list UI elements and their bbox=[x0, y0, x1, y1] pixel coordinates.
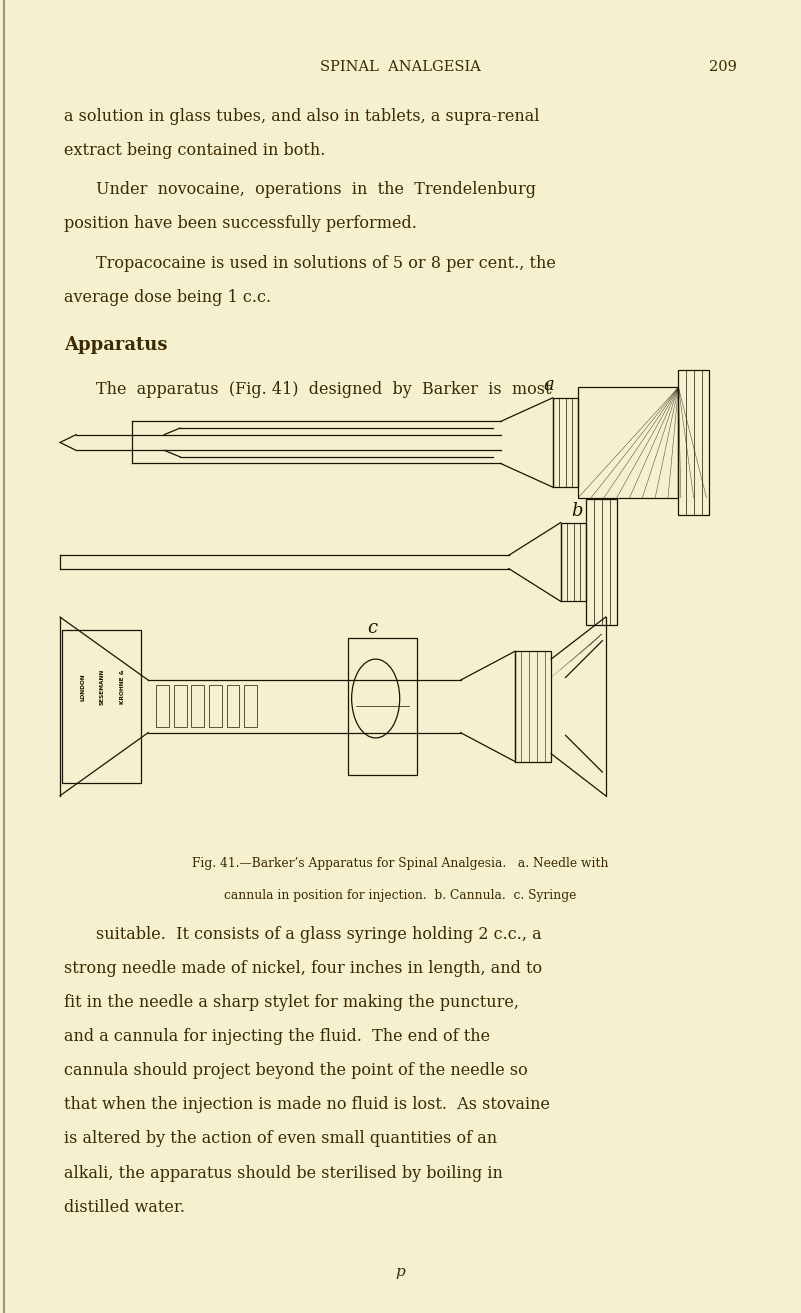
Text: b: b bbox=[571, 502, 582, 520]
Text: SESEMANN: SESEMANN bbox=[100, 668, 105, 705]
Text: cannula should project beyond the point of the needle so: cannula should project beyond the point … bbox=[64, 1062, 528, 1079]
Bar bbox=[209, 685, 222, 727]
Text: that when the injection is made no fluid is lost.  As stovaine: that when the injection is made no fluid… bbox=[64, 1096, 550, 1113]
Bar bbox=[348, 638, 417, 775]
Text: alkali, the apparatus should be sterilised by boiling in: alkali, the apparatus should be sterilis… bbox=[64, 1165, 503, 1182]
Text: Tropacocaine is used in solutions of 5 or 8 per cent., the: Tropacocaine is used in solutions of 5 o… bbox=[96, 255, 556, 272]
Bar bbox=[244, 685, 257, 727]
Text: The  apparatus  (Fig. 41)  designed  by  Barker  is  most: The apparatus (Fig. 41) designed by Bark… bbox=[96, 381, 552, 398]
Bar bbox=[156, 685, 169, 727]
Text: p: p bbox=[396, 1264, 405, 1279]
Text: a solution in glass tubes, and also in tablets, a supra-renal: a solution in glass tubes, and also in t… bbox=[64, 108, 540, 125]
Text: SPINAL  ANALGESIA: SPINAL ANALGESIA bbox=[320, 60, 481, 75]
Text: position have been successfully performed.: position have been successfully performe… bbox=[64, 215, 417, 232]
Text: and a cannula for injecting the fluid.  The end of the: and a cannula for injecting the fluid. T… bbox=[64, 1028, 490, 1045]
Text: Under  novocaine,  operations  in  the  Trendelenburg: Under novocaine, operations in the Trend… bbox=[96, 181, 536, 198]
Text: Apparatus: Apparatus bbox=[64, 336, 167, 355]
Bar bbox=[174, 685, 187, 727]
Text: Fig. 41.—Barker’s Apparatus for Spinal Analgesia.   a. Needle with: Fig. 41.—Barker’s Apparatus for Spinal A… bbox=[192, 857, 609, 871]
Text: suitable.  It consists of a glass syringe holding 2 c.c., a: suitable. It consists of a glass syringe… bbox=[96, 926, 541, 943]
Text: LONDON: LONDON bbox=[81, 672, 86, 701]
Bar bbox=[227, 685, 239, 727]
Text: strong needle made of nickel, four inches in length, and to: strong needle made of nickel, four inche… bbox=[64, 960, 542, 977]
Bar bbox=[553, 398, 578, 487]
Text: 209: 209 bbox=[709, 60, 737, 75]
Text: distilled water.: distilled water. bbox=[64, 1199, 185, 1216]
Text: a: a bbox=[543, 376, 554, 394]
Text: cannula in position for injection.  b. Cannula.  c. Syringe: cannula in position for injection. b. Ca… bbox=[224, 889, 577, 902]
Text: KROHNE &: KROHNE & bbox=[120, 670, 125, 704]
Text: extract being contained in both.: extract being contained in both. bbox=[64, 142, 325, 159]
Bar bbox=[561, 523, 586, 601]
Text: is altered by the action of even small quantities of an: is altered by the action of even small q… bbox=[64, 1130, 497, 1148]
Bar bbox=[62, 630, 141, 783]
Bar bbox=[678, 370, 709, 515]
Bar bbox=[191, 685, 204, 727]
Text: average dose being 1 c.c.: average dose being 1 c.c. bbox=[64, 289, 272, 306]
Bar bbox=[515, 651, 551, 762]
Bar bbox=[578, 387, 678, 498]
Bar bbox=[586, 499, 617, 625]
Text: c: c bbox=[368, 618, 377, 637]
Text: fit in the needle a sharp stylet for making the puncture,: fit in the needle a sharp stylet for mak… bbox=[64, 994, 519, 1011]
